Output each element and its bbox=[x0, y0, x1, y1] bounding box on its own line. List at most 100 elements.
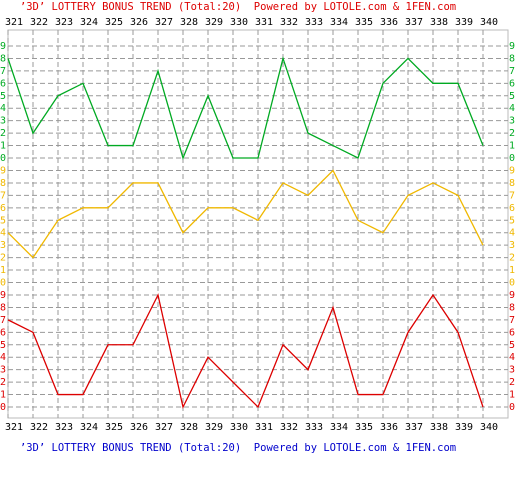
y-tick-label-right: 0 bbox=[509, 278, 515, 289]
x-tick-label: 325 bbox=[105, 17, 123, 28]
y-tick-label: 5 bbox=[0, 340, 6, 351]
y-tick-label-right: 2 bbox=[509, 128, 515, 139]
y-tick-label-right: 7 bbox=[509, 66, 515, 77]
x-tick-label: 326 bbox=[130, 17, 148, 28]
y-tick-label: 4 bbox=[0, 352, 6, 363]
y-tick-label: 1 bbox=[0, 141, 6, 152]
x-tick-label-bottom: 327 bbox=[155, 422, 173, 433]
y-tick-label: 1 bbox=[0, 390, 6, 401]
x-tick-label-bottom: 335 bbox=[355, 422, 373, 433]
y-tick-label-right: 1 bbox=[509, 141, 515, 152]
x-tick-label-bottom: 333 bbox=[305, 422, 323, 433]
x-tick-label: 340 bbox=[480, 17, 498, 28]
y-tick-label-right: 5 bbox=[509, 340, 515, 351]
x-tick-label-bottom: 323 bbox=[55, 422, 73, 433]
y-tick-label: 3 bbox=[0, 116, 6, 127]
x-tick-label: 337 bbox=[405, 17, 423, 28]
y-tick-label: 6 bbox=[0, 327, 6, 338]
x-tick-label: 338 bbox=[430, 17, 448, 28]
y-tick-label: 6 bbox=[0, 78, 6, 89]
x-tick-label: 332 bbox=[280, 17, 298, 28]
x-tick-label-bottom: 328 bbox=[180, 422, 198, 433]
x-tick-label: 329 bbox=[205, 17, 223, 28]
y-tick-label-right: 9 bbox=[509, 41, 515, 52]
y-tick-label-right: 0 bbox=[509, 153, 515, 164]
y-tick-label-right: 4 bbox=[509, 103, 515, 114]
x-tick-label-bottom: 334 bbox=[330, 422, 348, 433]
y-tick-label-right: 6 bbox=[509, 78, 515, 89]
y-tick-label-right: 4 bbox=[509, 228, 515, 239]
y-tick-label: 7 bbox=[0, 66, 6, 77]
y-tick-label: 9 bbox=[0, 41, 6, 52]
x-tick-label-bottom: 321 bbox=[5, 422, 23, 433]
x-tick-label-bottom: 332 bbox=[280, 422, 298, 433]
y-tick-label-right: 7 bbox=[509, 315, 515, 326]
x-tick-label-bottom: 326 bbox=[130, 422, 148, 433]
y-tick-label-right: 2 bbox=[509, 377, 515, 388]
x-tick-label: 336 bbox=[380, 17, 398, 28]
y-tick-label-right: 0 bbox=[509, 402, 515, 413]
y-tick-label: 3 bbox=[0, 240, 6, 251]
x-tick-label-bottom: 324 bbox=[80, 422, 98, 433]
trend-line bbox=[7, 169, 484, 259]
x-tick-label-bottom: 322 bbox=[30, 422, 48, 433]
y-tick-label-right: 2 bbox=[509, 253, 515, 264]
x-tick-label: 335 bbox=[355, 17, 373, 28]
y-tick-label: 8 bbox=[0, 302, 6, 313]
y-tick-label: 4 bbox=[0, 228, 6, 239]
trend-line bbox=[7, 56, 484, 160]
y-tick-label-right: 6 bbox=[509, 203, 515, 214]
y-tick-label: 9 bbox=[0, 290, 6, 301]
x-tick-label-bottom: 329 bbox=[205, 422, 223, 433]
x-tick-label: 334 bbox=[330, 17, 348, 28]
trend-line bbox=[7, 293, 484, 409]
y-tick-label: 1 bbox=[0, 265, 6, 276]
x-tick-label: 328 bbox=[180, 17, 198, 28]
x-tick-label: 330 bbox=[230, 17, 248, 28]
y-tick-label-right: 3 bbox=[509, 116, 515, 127]
x-tick-label: 324 bbox=[80, 17, 98, 28]
y-tick-label-right: 8 bbox=[509, 53, 515, 64]
y-tick-label-right: 9 bbox=[509, 290, 515, 301]
y-tick-label: 8 bbox=[0, 53, 6, 64]
y-tick-label: 5 bbox=[0, 215, 6, 226]
y-tick-label-right: 1 bbox=[509, 390, 515, 401]
y-tick-label-right: 8 bbox=[509, 178, 515, 189]
y-tick-label: 0 bbox=[0, 278, 6, 289]
chart-title: ’3D’ LOTTERY BONUS TREND (Total:20) Powe… bbox=[20, 1, 456, 13]
y-tick-label-right: 1 bbox=[509, 265, 515, 276]
y-tick-label-right: 7 bbox=[509, 190, 515, 201]
x-tick-label: 323 bbox=[55, 17, 73, 28]
y-tick-label: 2 bbox=[0, 377, 6, 388]
y-tick-label-right: 5 bbox=[509, 215, 515, 226]
y-tick-label: 9 bbox=[0, 166, 6, 177]
x-tick-label: 321 bbox=[5, 17, 23, 28]
x-tick-label-bottom: 325 bbox=[105, 422, 123, 433]
chart-title-bottom: ’3D’ LOTTERY BONUS TREND (Total:20) Powe… bbox=[20, 442, 456, 454]
x-tick-label: 327 bbox=[155, 17, 173, 28]
y-tick-label-right: 6 bbox=[509, 327, 515, 338]
y-tick-label: 4 bbox=[0, 103, 6, 114]
y-tick-label-right: 9 bbox=[509, 166, 515, 177]
y-tick-label-right: 4 bbox=[509, 352, 515, 363]
y-tick-label: 7 bbox=[0, 315, 6, 326]
y-tick-label: 2 bbox=[0, 253, 6, 264]
x-tick-label-bottom: 331 bbox=[255, 422, 273, 433]
x-tick-label-bottom: 339 bbox=[455, 422, 473, 433]
x-tick-label: 331 bbox=[255, 17, 273, 28]
y-tick-label-right: 8 bbox=[509, 302, 515, 313]
x-tick-label-bottom: 330 bbox=[230, 422, 248, 433]
y-tick-label-right: 3 bbox=[509, 365, 515, 376]
y-tick-label: 5 bbox=[0, 91, 6, 102]
y-tick-label: 7 bbox=[0, 190, 6, 201]
y-tick-label: 6 bbox=[0, 203, 6, 214]
x-tick-label-bottom: 337 bbox=[405, 422, 423, 433]
x-tick-label: 322 bbox=[30, 17, 48, 28]
y-tick-label: 0 bbox=[0, 153, 6, 164]
y-tick-label: 8 bbox=[0, 178, 6, 189]
x-tick-label: 333 bbox=[305, 17, 323, 28]
x-tick-label-bottom: 340 bbox=[480, 422, 498, 433]
x-tick-label-bottom: 336 bbox=[380, 422, 398, 433]
y-tick-label: 0 bbox=[0, 402, 6, 413]
